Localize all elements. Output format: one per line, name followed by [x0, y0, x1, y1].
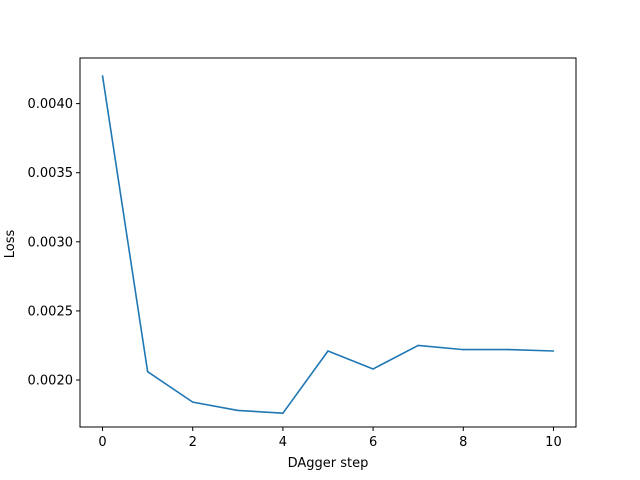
plot-frame — [79, 57, 577, 428]
x-tick-label: 0 — [98, 435, 106, 450]
plot-area — [80, 58, 576, 427]
data-point — [191, 401, 194, 403]
y-tick-label: 0.0020 — [28, 374, 74, 389]
x-axis-label: DAgger step — [288, 456, 369, 471]
data-point — [462, 348, 465, 351]
series-layer — [101, 75, 555, 414]
data-point — [237, 409, 239, 412]
x-tick-label: 6 — [369, 435, 377, 450]
y-tick-label: 0.0040 — [28, 97, 74, 112]
data-point — [327, 350, 329, 352]
x-tick-label: 2 — [189, 435, 197, 450]
y-ticks: 0.0020 0.0025 0.0030 0.0035 0.0040 — [28, 97, 80, 389]
data-point — [282, 412, 284, 414]
x-tick-label: 10 — [545, 435, 562, 450]
y-tick-label: 0.0035 — [28, 166, 74, 181]
data-point — [507, 348, 510, 351]
x-tick-label: 8 — [459, 435, 467, 450]
x-ticks: 0 2 4 6 8 10 — [98, 427, 562, 450]
x-tick-label: 4 — [279, 435, 287, 450]
data-point — [101, 75, 104, 77]
y-axis-label: Loss — [3, 230, 18, 259]
data-point — [552, 350, 555, 352]
data-point — [372, 368, 374, 370]
data-point — [417, 344, 419, 347]
y-tick-label: 0.0030 — [28, 235, 74, 250]
data-point — [146, 370, 149, 373]
y-tick-label: 0.0025 — [28, 304, 74, 319]
